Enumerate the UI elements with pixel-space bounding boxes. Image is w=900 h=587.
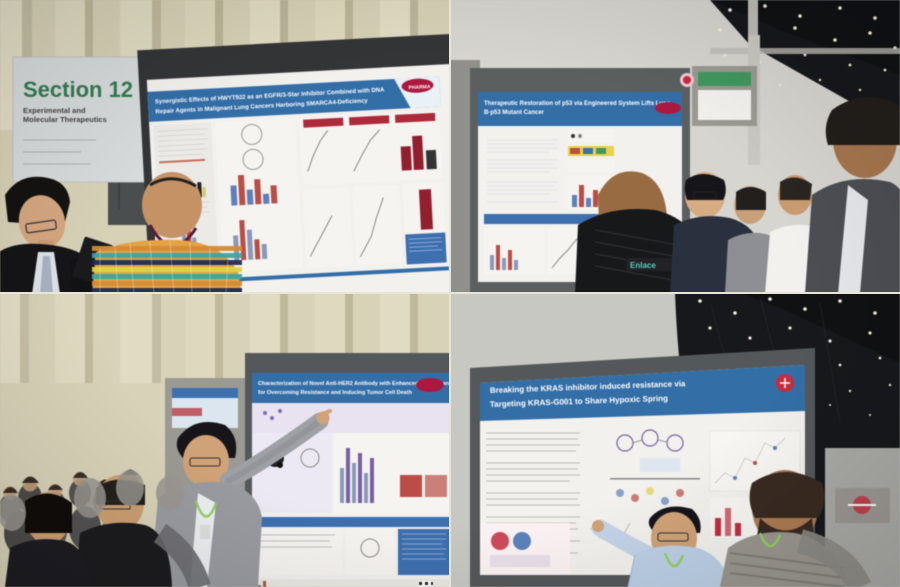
svg-text:Molecular Therapeutics: Molecular Therapeutics xyxy=(23,115,107,124)
svg-text:Section 12: Section 12 xyxy=(23,77,133,102)
svg-text:Experimental and: Experimental and xyxy=(23,106,86,115)
svg-text:for Overcoming Resistance and: for Overcoming Resistance and Inducing T… xyxy=(258,390,413,396)
svg-text:PHARMA: PHARMA xyxy=(408,84,431,91)
svg-text:Enlace: Enlace xyxy=(630,261,656,270)
svg-text:B-p53 Mutant Cancer: B-p53 Mutant Cancer xyxy=(484,110,545,116)
svg-text:Therapeutic Restoration of p53: Therapeutic Restoration of p53 via Engin… xyxy=(484,101,671,107)
